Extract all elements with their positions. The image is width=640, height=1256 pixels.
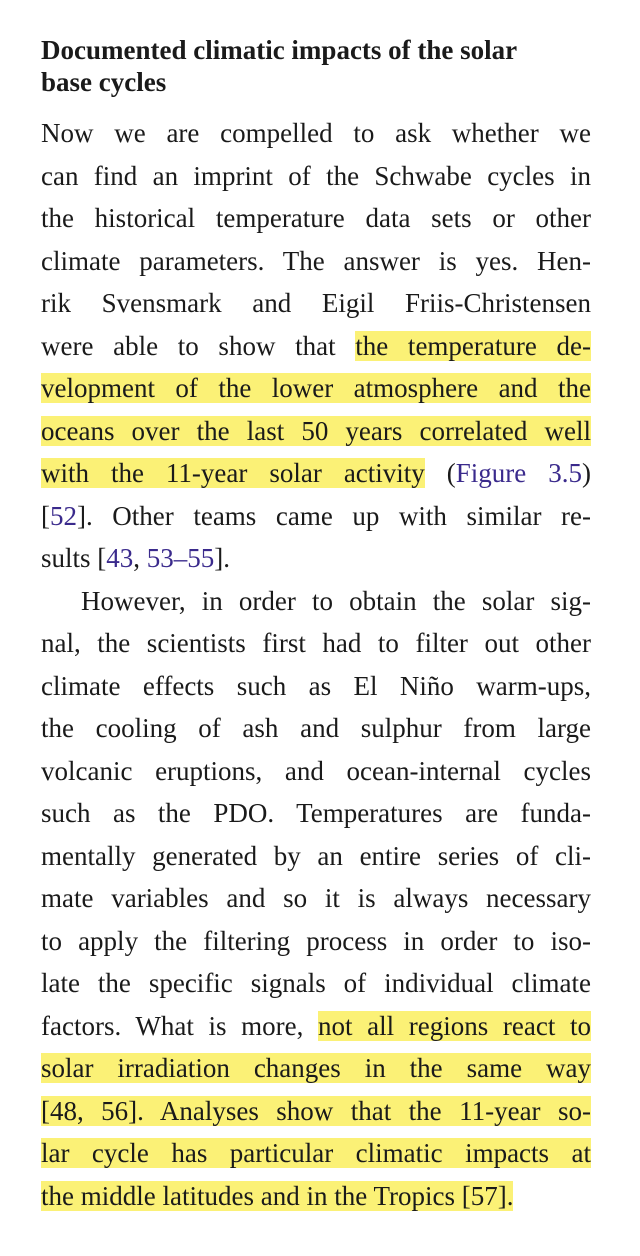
text-line: such as the PDO. Temperatures are funda-	[41, 798, 591, 828]
text-line: mentally generated by an entire series o…	[41, 841, 591, 871]
text-line: factors. What is more, not all regions r…	[41, 1005, 591, 1047]
citation-link[interactable]: 53	[146, 543, 174, 573]
text-line: However, in order to obtain the solar si…	[81, 586, 591, 616]
highlighted-text: solar irradiation changes in the same wa…	[41, 1053, 591, 1083]
figure-reference-link[interactable]: Figure 3.5	[455, 458, 582, 488]
text-line: can find an imprint of the Schwabe cycle…	[41, 161, 591, 191]
highlighted-text: oceans over the last 50 years correlated…	[41, 416, 591, 446]
highlighted-text: not all regions react to	[318, 1011, 591, 1041]
text-span: )	[581, 458, 591, 488]
text-line: rik Svensmark and Eigil Friis-Christense…	[41, 288, 591, 318]
text-line: lar cycle has particular climatic impact…	[41, 1132, 591, 1174]
text-line: nal, the scientists first had to filter …	[41, 628, 591, 658]
text-line: Now we are compelled to ask whether we	[41, 118, 591, 148]
text-line: sults [43, 53–55].	[41, 537, 591, 579]
highlighted-text: velopment of the lower atmosphere and th…	[41, 373, 591, 403]
text-line: oceans over the last 50 years correlated…	[41, 410, 591, 452]
text-line: climate effects such as El Niño warm-ups…	[41, 671, 591, 701]
text-line: volcanic eruptions, and ocean-internal c…	[41, 756, 591, 786]
text-line: solar irradiation changes in the same wa…	[41, 1047, 591, 1089]
highlighted-text: with the 11-year solar activity	[41, 458, 425, 488]
text-line: with the 11-year solar activity (Figure …	[41, 452, 591, 494]
citation-link[interactable]: 52	[50, 501, 77, 531]
highlighted-text: the temperature de-	[355, 331, 592, 361]
text-span: ]. Other teams came up with similar re-	[77, 501, 591, 531]
section-heading: Documented climatic impacts of the solar…	[41, 34, 591, 98]
heading-line-1: Documented climatic impacts of the solar	[41, 35, 518, 65]
citation-link[interactable]: 55	[187, 543, 215, 573]
text-span: ,	[133, 543, 147, 573]
highlighted-text: lar cycle has particular climatic impact…	[41, 1138, 591, 1168]
text-span: ].	[214, 543, 231, 573]
text-line: the cooling of ash and sulphur from larg…	[41, 713, 591, 743]
text-line: [52]. Other teams came up with similar r…	[41, 495, 591, 537]
citation-dash: –	[173, 543, 188, 573]
text-span: factors. What is more,	[41, 1011, 318, 1041]
text-line: [48, 56]. Analyses show that the 11-year…	[41, 1090, 591, 1132]
text-line: late the specific signals of individual …	[41, 968, 591, 998]
text-span: were able to show that	[41, 331, 356, 361]
text-span: (	[424, 458, 456, 488]
heading-line-2: base cycles	[41, 67, 167, 97]
text-line: the middle latitudes and in the Tropics …	[41, 1175, 591, 1217]
text-line: the historical temperature data sets or …	[41, 203, 591, 233]
text-line: mate variables and so it is always neces…	[41, 883, 591, 913]
text-line: were able to show that the temperature d…	[41, 325, 592, 367]
text-line: climate parameters. The answer is yes. H…	[41, 246, 591, 276]
highlighted-text: [48, 56]. Analyses show that the 11-year…	[41, 1096, 591, 1126]
text-span: [	[41, 501, 50, 531]
highlighted-text: the middle latitudes and in the Tropics …	[41, 1181, 514, 1211]
text-line: velopment of the lower atmosphere and th…	[41, 367, 591, 409]
text-span: sults [	[41, 543, 107, 573]
citation-link[interactable]: 43	[106, 543, 134, 573]
text-line: to apply the filtering process in order …	[41, 926, 591, 956]
